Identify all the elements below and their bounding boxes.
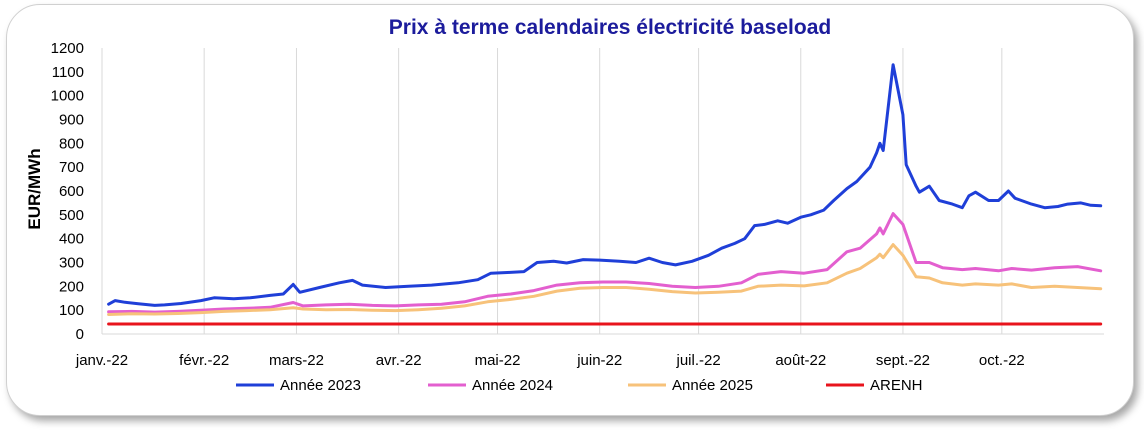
x-tick-label: mai-22 bbox=[475, 352, 521, 369]
series-line-annee-2025 bbox=[107, 243, 1103, 316]
x-tick-label: janv.-22 bbox=[75, 352, 128, 369]
legend: Année 2023 Année 2024 Année 2025 ARENH bbox=[236, 377, 923, 394]
y-tick-label: 600 bbox=[59, 183, 84, 200]
x-tick-label: mars-22 bbox=[269, 352, 324, 369]
y-axis-label: EUR/MWh bbox=[25, 148, 44, 229]
y-tick-label: 300 bbox=[59, 255, 84, 272]
x-tick-label: févr.-22 bbox=[179, 352, 229, 369]
y-tick-labels: 0 100 200 300 400 500 600 700 800 900 1000 1100 1200 bbox=[51, 40, 84, 343]
legend-label: Année 2024 bbox=[472, 377, 553, 394]
y-tick-label: 1200 bbox=[51, 40, 84, 57]
y-tick-label: 200 bbox=[59, 278, 84, 295]
x-tick-label: juin-22 bbox=[576, 352, 622, 369]
legend-label: Année 2023 bbox=[280, 377, 361, 394]
x-tick-label: oct.-22 bbox=[979, 352, 1025, 369]
y-tick-label: 900 bbox=[59, 112, 84, 129]
y-tick-label: 800 bbox=[59, 135, 84, 152]
legend-label: ARENH bbox=[870, 377, 923, 394]
series-line-annee-2023 bbox=[107, 63, 1103, 307]
y-tick-label: 0 bbox=[76, 326, 84, 343]
chart-title: Prix à terme calendaires électricité bas… bbox=[389, 16, 831, 39]
x-tick-labels: janv.-22 févr.-22 mars-22 avr.-22 mai-22 juin… bbox=[75, 352, 1025, 369]
x-tick-label: avr.-22 bbox=[376, 352, 422, 369]
y-tick-label: 400 bbox=[59, 231, 84, 248]
legend-label: Année 2025 bbox=[672, 377, 753, 394]
series-lines bbox=[107, 63, 1103, 326]
series-line-annee-2024 bbox=[107, 212, 1103, 314]
y-tick-label: 1100 bbox=[52, 64, 84, 81]
x-tick-label: août-22 bbox=[775, 352, 826, 369]
y-tick-label: 700 bbox=[59, 159, 84, 176]
y-tick-label: 1000 bbox=[51, 88, 84, 105]
chart-frame bbox=[6, 4, 1134, 416]
x-tick-label: sept.-22 bbox=[876, 352, 930, 369]
y-tick-label: 500 bbox=[59, 207, 84, 224]
x-tick-label: juil.-22 bbox=[675, 352, 720, 369]
y-tick-label: 100 bbox=[59, 302, 84, 319]
